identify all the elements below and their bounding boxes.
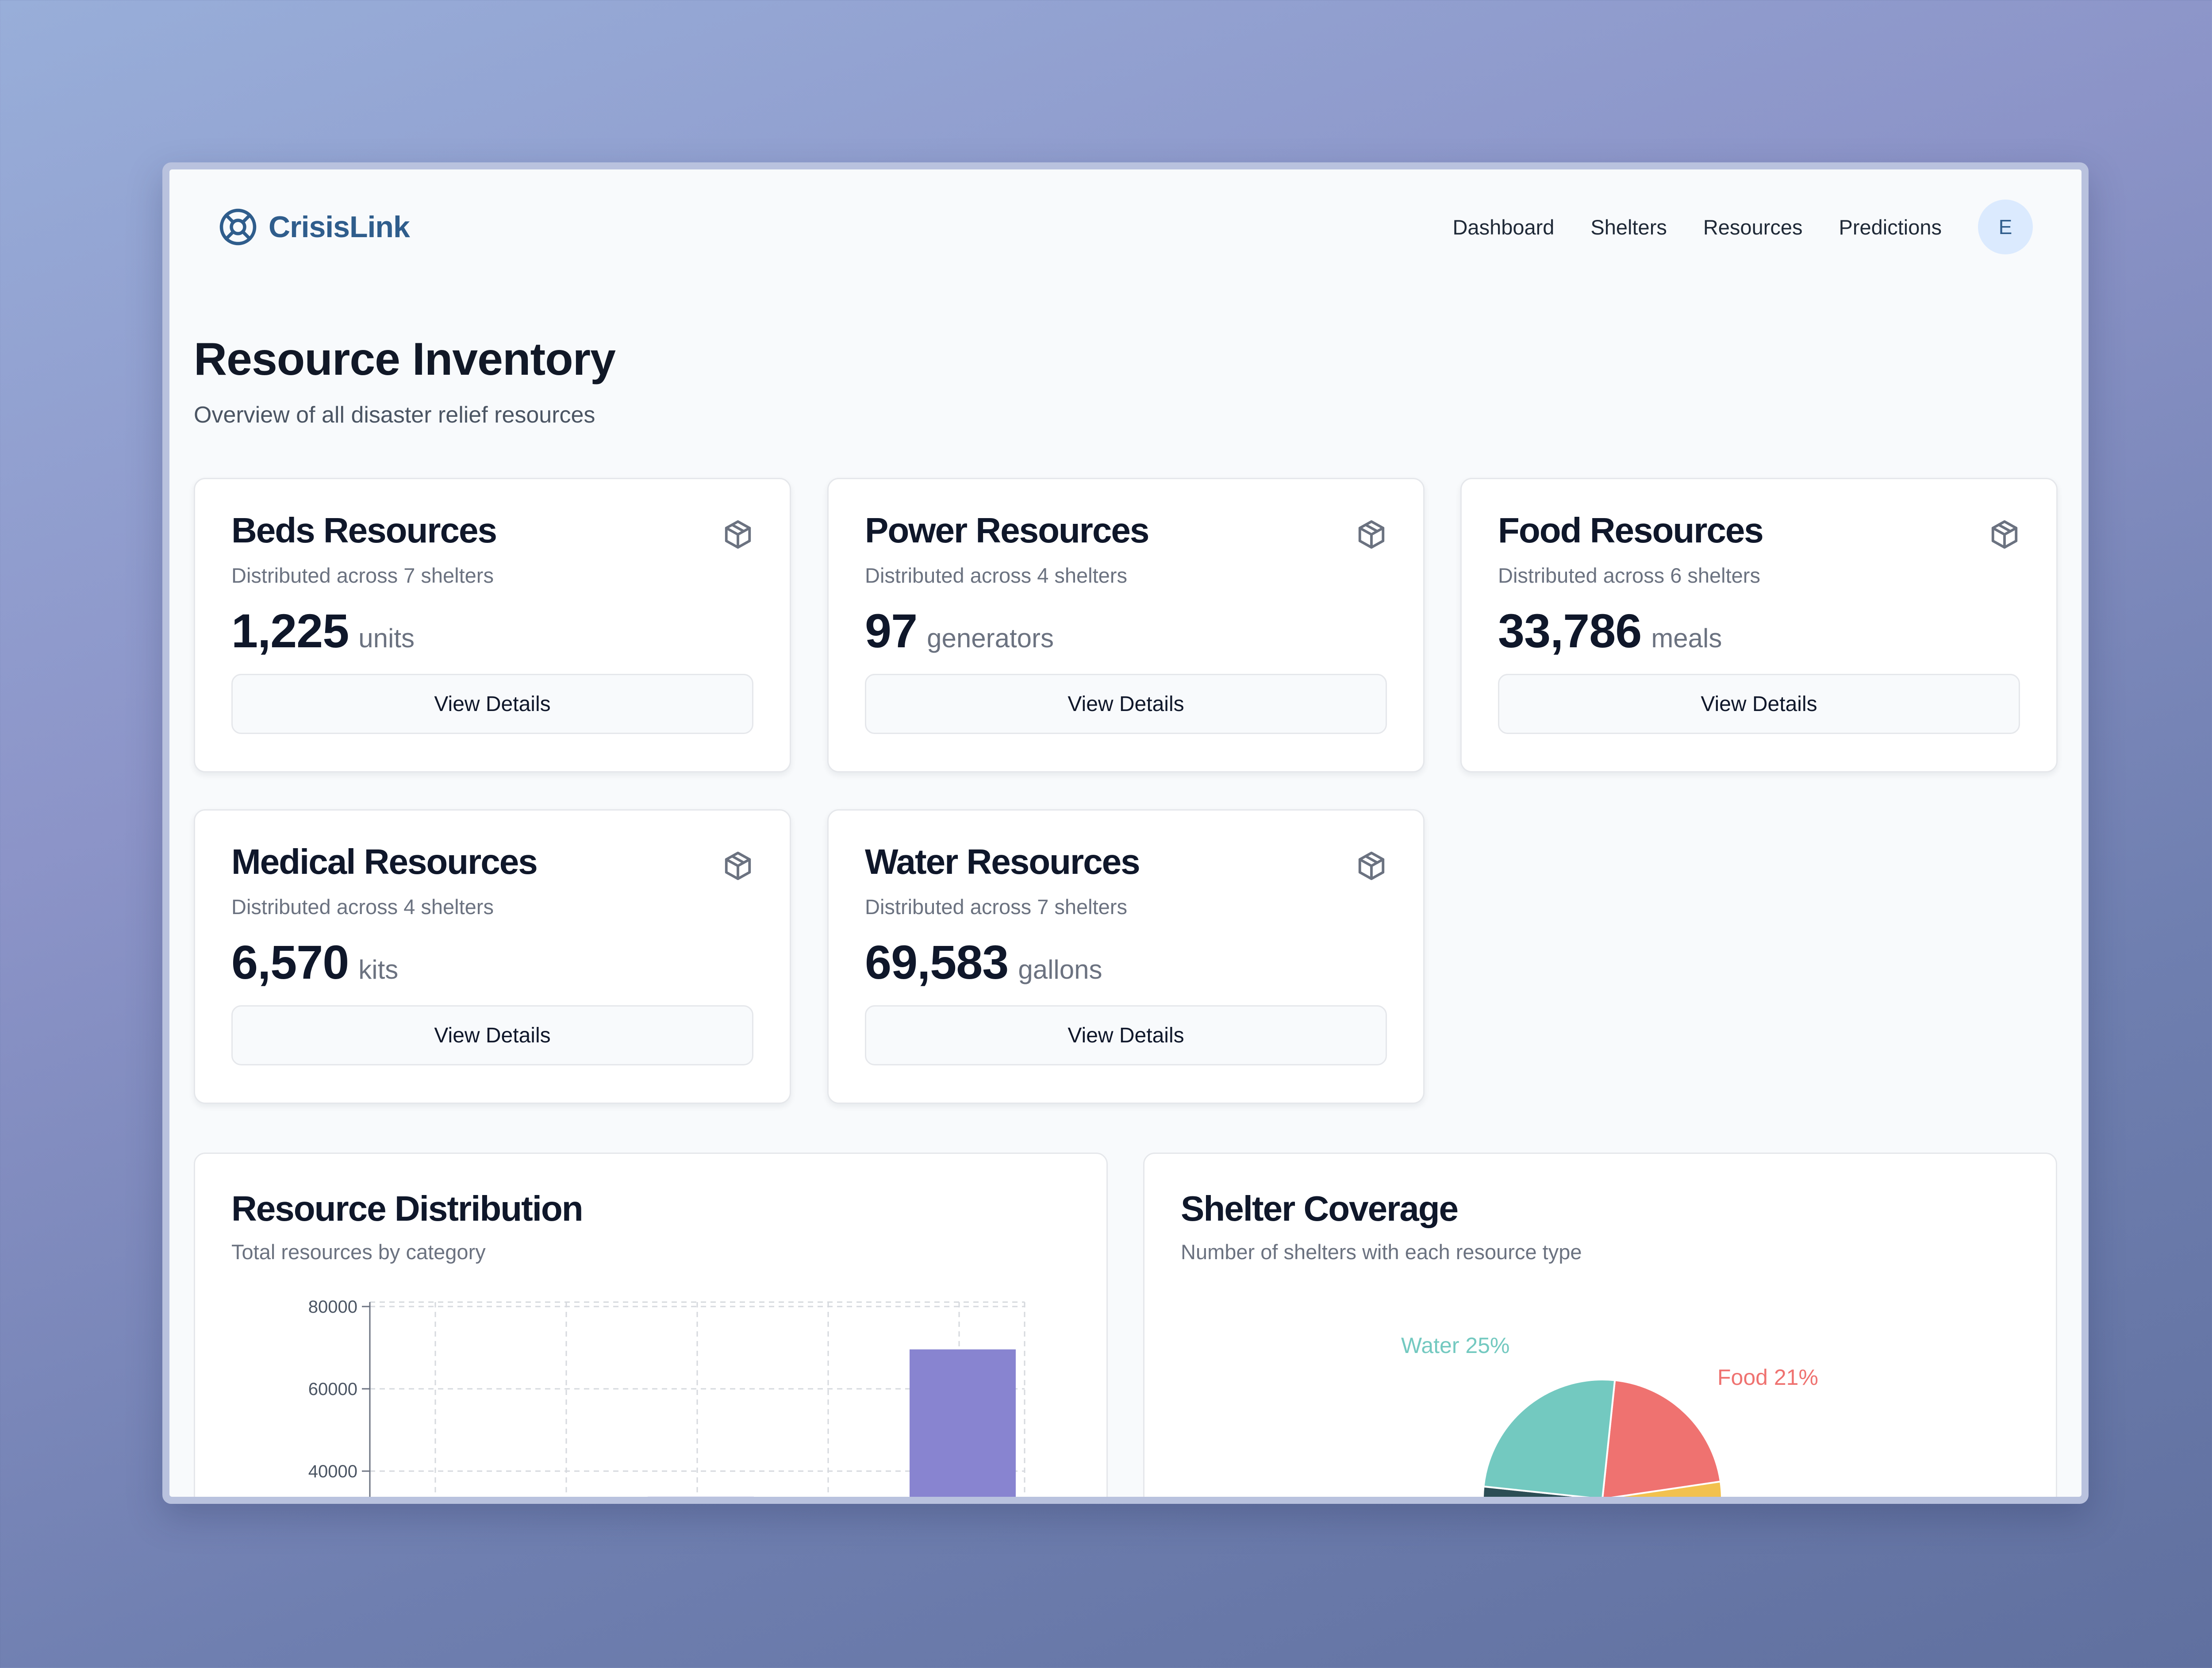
- card-unit: gallons: [1018, 955, 1102, 984]
- card-subtitle: Distributed across 4 shelters: [865, 564, 1127, 587]
- top-navbar: CrisisLink Dashboard Shelters Resources …: [169, 169, 2081, 284]
- card-title: Medical Resources: [231, 842, 538, 881]
- brand[interactable]: CrisisLink: [218, 207, 410, 247]
- shelter-coverage-panel: Shelter Coverage Number of shelters with…: [1143, 1153, 2057, 1497]
- pie-slice[interactable]: [1602, 1480, 1723, 1497]
- bar[interactable]: [910, 1349, 1016, 1497]
- card-subtitle: Distributed across 7 shelters: [231, 564, 494, 587]
- view-details-button[interactable]: View Details: [231, 674, 753, 734]
- card-value: 69,583: [865, 935, 1009, 989]
- panel-title: Shelter Coverage: [1181, 1189, 1459, 1228]
- card-subtitle: Distributed across 6 shelters: [1498, 564, 1760, 587]
- pie-label-water: Water 25%: [1401, 1333, 1509, 1358]
- card-title: Food Resources: [1498, 511, 1764, 550]
- card-subtitle: Distributed across 4 shelters: [231, 895, 494, 919]
- pie-slice[interactable]: [1482, 1379, 1616, 1497]
- y-tick-label: 60000: [308, 1380, 357, 1399]
- app-viewport: CrisisLink Dashboard Shelters Resources …: [169, 169, 2081, 1497]
- view-details-button[interactable]: View Details: [231, 1005, 753, 1065]
- page-subtitle: Overview of all disaster relief resource…: [194, 402, 595, 428]
- package-icon: [725, 851, 751, 880]
- card-title: Power Resources: [865, 511, 1149, 550]
- view-details-button[interactable]: View Details: [1498, 674, 2020, 734]
- card-unit: generators: [927, 623, 1054, 653]
- package-icon: [1358, 520, 1385, 549]
- card-value: 6,570: [231, 935, 349, 989]
- card-unit: meals: [1651, 623, 1722, 653]
- package-icon: [1358, 851, 1385, 880]
- resource-distribution-panel: Resource Distribution Total resources by…: [194, 1153, 1108, 1497]
- card-title: Beds Resources: [231, 511, 497, 550]
- brand-name: CrisisLink: [269, 210, 410, 244]
- resource-distribution-bar-chart: 40000 60000 80000: [308, 1297, 1025, 1497]
- resource-card-beds: Beds Resources Distributed across 7 shel…: [194, 478, 791, 773]
- card-value-row: 1,225 units: [231, 603, 415, 658]
- main-nav: Dashboard Shelters Resources Predictions…: [1452, 200, 2033, 254]
- panel-subtitle: Number of shelters with each resource ty…: [1181, 1240, 1582, 1264]
- card-value: 97: [865, 604, 918, 657]
- browser-window: CrisisLink Dashboard Shelters Resources …: [162, 162, 2089, 1504]
- user-avatar[interactable]: E: [1978, 200, 2033, 254]
- card-unit: kits: [358, 955, 399, 984]
- resource-card-medical: Medical Resources Distributed across 4 s…: [194, 809, 791, 1104]
- package-icon: [1991, 520, 2018, 549]
- card-value-row: 69,583 gallons: [865, 934, 1102, 990]
- card-value: 33,786: [1498, 604, 1642, 657]
- card-title: Water Resources: [865, 842, 1141, 881]
- nav-shelters[interactable]: Shelters: [1590, 215, 1667, 239]
- card-unit: units: [358, 623, 415, 653]
- view-details-button[interactable]: View Details: [865, 674, 1387, 734]
- resource-card-power: Power Resources Distributed across 4 she…: [827, 478, 1425, 773]
- y-tick-label: 40000: [308, 1462, 357, 1481]
- card-value-row: 97 generators: [865, 603, 1054, 658]
- card-value-row: 6,570 kits: [231, 934, 398, 990]
- nav-dashboard[interactable]: Dashboard: [1452, 215, 1555, 239]
- card-value-row: 33,786 meals: [1498, 603, 1722, 658]
- panel-title: Resource Distribution: [231, 1189, 584, 1228]
- package-icon: [725, 520, 751, 549]
- panel-subtitle: Total resources by category: [231, 1240, 486, 1264]
- card-value: 1,225: [231, 604, 349, 657]
- pie-slice[interactable]: [1601, 1379, 1722, 1497]
- shelter-coverage-pie-chart: Water 25% Food 21%: [1401, 1333, 1818, 1497]
- y-tick-label: 80000: [308, 1297, 357, 1317]
- resource-card-food: Food Resources Distributed across 6 shel…: [1460, 478, 2058, 773]
- resource-card-water: Water Resources Distributed across 7 she…: [827, 809, 1425, 1104]
- nav-predictions[interactable]: Predictions: [1839, 215, 1942, 239]
- page-title: Resource Inventory: [194, 334, 616, 385]
- nav-resources[interactable]: Resources: [1703, 215, 1803, 239]
- pie-label-food: Food 21%: [1717, 1365, 1818, 1390]
- card-subtitle: Distributed across 7 shelters: [865, 895, 1127, 919]
- lifebuoy-icon: [219, 208, 257, 246]
- view-details-button[interactable]: View Details: [865, 1005, 1387, 1065]
